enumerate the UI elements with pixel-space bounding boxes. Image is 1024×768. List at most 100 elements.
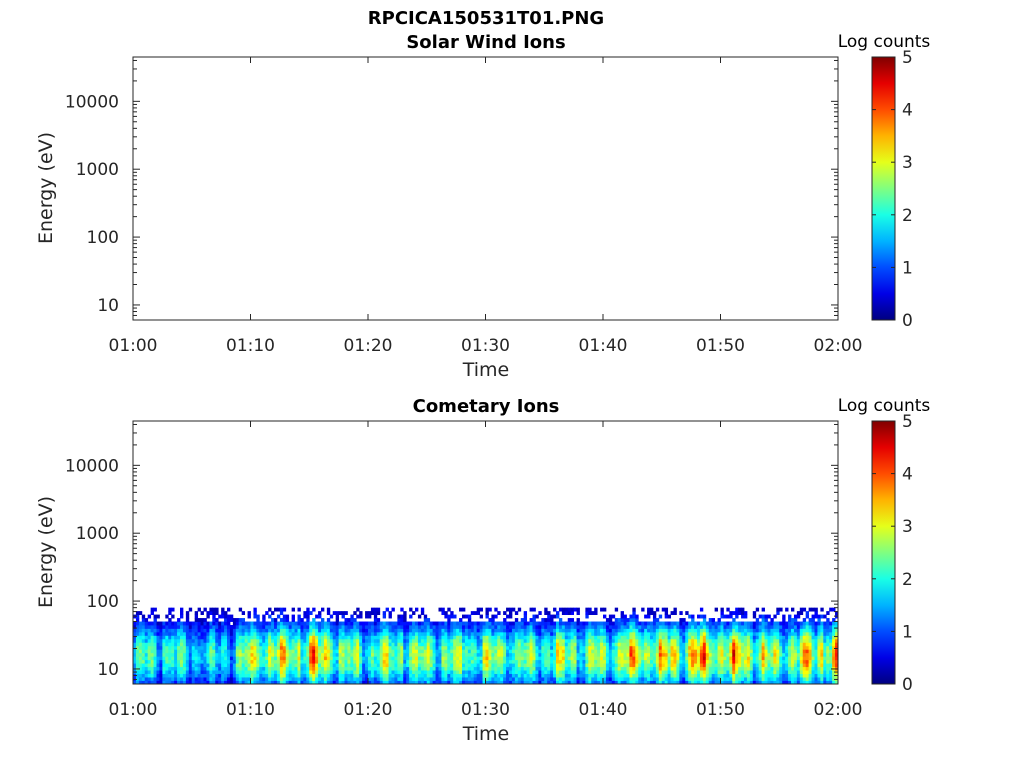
heatmap-cell [429, 642, 434, 647]
heatmap-cell [679, 628, 683, 633]
heatmap-cell [553, 666, 557, 671]
heatmap-cell [291, 625, 295, 629]
heatmap-cell [526, 635, 530, 640]
heatmap-cell [702, 659, 707, 664]
heatmap-cell [294, 680, 298, 685]
heatmap-cell [276, 635, 281, 640]
heatmap-cell [605, 631, 610, 636]
heatmap-cell [397, 621, 401, 626]
heatmap-cell [702, 673, 707, 678]
heatmap-cell [426, 635, 431, 640]
heatmap-cell [705, 628, 710, 633]
heatmap-cell [808, 680, 812, 685]
heatmap-cell [303, 656, 307, 661]
heatmap-cell [171, 625, 175, 629]
heatmap-cell [814, 625, 818, 629]
heatmap-cell [197, 663, 201, 668]
heatmap-cell [447, 645, 451, 650]
heatmap-cell [641, 621, 645, 626]
heatmap-cell [726, 673, 730, 678]
heatmap-cell [394, 673, 398, 678]
heatmap-cell [506, 649, 510, 654]
heatmap-cell [144, 656, 149, 661]
heatmap-cell [514, 642, 519, 647]
heatmap-cell [808, 666, 812, 671]
heatmap-cell [732, 673, 736, 678]
heatmap-cell [194, 670, 199, 674]
heatmap-cell [714, 652, 718, 657]
heatmap-cell [773, 656, 777, 661]
heatmap-cell [614, 670, 619, 674]
heatmap-cell [608, 666, 613, 671]
heatmap-cell [162, 645, 166, 650]
heatmap-cell [647, 652, 651, 657]
heatmap-cell [758, 666, 763, 671]
heatmap-cell [312, 642, 316, 647]
heatmap-cell [570, 645, 575, 650]
heatmap-cell [697, 649, 701, 654]
heatmap-cell [171, 642, 175, 647]
heatmap-cell [647, 670, 651, 674]
heatmap-cell [793, 656, 798, 661]
heatmap-cell [432, 625, 436, 629]
heatmap-cell [423, 670, 428, 674]
heatmap-cell [194, 645, 199, 650]
heatmap-cell [294, 666, 298, 671]
heatmap-cell [585, 611, 589, 615]
heatmap-cell [558, 677, 563, 681]
heatmap-cell [279, 628, 284, 633]
heatmap-cell [312, 673, 316, 678]
heatmap-cell [655, 656, 660, 661]
heatmap-cell [368, 680, 372, 685]
heatmap-cell [708, 680, 713, 685]
heatmap-cell [464, 642, 469, 647]
heatmap-cell [644, 621, 648, 626]
heatmap-cell [726, 652, 730, 657]
heatmap-cell [265, 635, 269, 640]
heatmap-cell [318, 625, 322, 629]
heatmap-cell [423, 666, 428, 671]
heatmap-cell [808, 625, 812, 629]
heatmap-cell [382, 670, 387, 674]
heatmap-cell [802, 628, 807, 633]
heatmap-cell [591, 677, 595, 681]
heatmap-cell [288, 649, 293, 654]
heatmap-cell [638, 666, 642, 671]
heatmap-cell [373, 631, 378, 636]
heatmap-cell [150, 659, 154, 664]
heatmap-cell [632, 652, 636, 657]
heatmap-cell [479, 656, 483, 661]
heatmap-cell [165, 614, 169, 619]
heatmap-cell [826, 631, 830, 636]
heatmap-cell [315, 656, 319, 661]
heatmap-cell [165, 663, 169, 668]
heatmap-cell [682, 677, 686, 681]
heatmap-cell [394, 670, 398, 674]
heatmap-cell [708, 618, 713, 622]
heatmap-cell [802, 677, 807, 681]
heatmap-cell [717, 656, 721, 661]
heatmap-cell [655, 645, 660, 650]
heatmap-cell [579, 663, 583, 668]
heatmap-cell [467, 618, 472, 622]
heatmap-cell [412, 635, 416, 640]
heatmap-cell [835, 652, 839, 657]
heatmap-cell [359, 621, 363, 626]
heatmap-cell [394, 652, 398, 657]
heatmap-cell [417, 631, 422, 636]
heatmap-cell [135, 670, 140, 674]
heatmap-cell [691, 680, 695, 685]
heatmap-cell [168, 635, 172, 640]
heatmap-cell [735, 621, 739, 626]
heatmap-cell [679, 659, 683, 664]
heatmap-cell [400, 663, 404, 668]
heatmap-cell [285, 680, 290, 685]
heatmap-cell [259, 673, 263, 678]
heatmap-cell [799, 642, 804, 647]
heatmap-cell [482, 628, 486, 633]
heatmap-cell [285, 638, 290, 643]
heatmap-cell [632, 625, 636, 629]
heatmap-cell [629, 635, 633, 640]
heatmap-cell [597, 666, 601, 671]
heatmap-cell [688, 666, 692, 671]
